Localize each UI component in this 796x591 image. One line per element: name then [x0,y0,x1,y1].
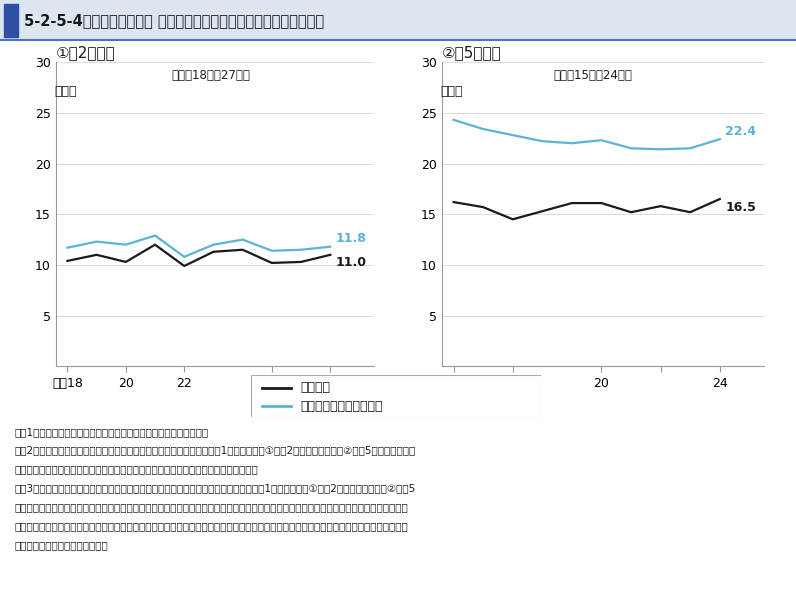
Text: 2　「再入院率」は，各年の少年院出院者の人員に占める，出院年を1年目として，①では2年目（翔年）の，②では5年目の，それぞ: 2 「再入院率」は，各年の少年院出院者の人員に占める，出院年を1年目として，①で… [14,446,416,456]
Text: 年目の，それぞれ年末までに新たな少年院送致の決定により再入院した者又は受刑のため刑事施設に初めて入所した者の人員の比率を: 年目の，それぞれ年末までに新たな少年院送致の決定により再入院した者又は受刑のため… [14,502,408,512]
Text: いう。なお，同一の出院者について，出院後，複数回再入院した場合又は再入院した後に刑事施設への入所がある場合には，その最初: いう。なお，同一の出院者について，出院後，複数回再入院した場合又は再入院した後に… [14,521,408,531]
Text: 11.8: 11.8 [336,232,366,245]
Text: （平成18年～27年）: （平成18年～27年） [171,69,251,82]
Text: 再入院率: 再入院率 [300,381,330,394]
Text: の再入院を計上している。: の再入院を計上している。 [14,540,108,550]
Text: 再入院・刑事施設入所率: 再入院・刑事施設入所率 [300,400,383,413]
Text: 3　「再入院・刑事施設入所率」は，各年の少年院出院者の人員に占める，出院年を1年目として，①では2年目（翔年）の，②では5: 3 「再入院・刑事施設入所率」は，各年の少年院出院者の人員に占める，出院年を1年… [14,483,416,493]
Text: 注　1　矯正統計年報及び法務省大臣官房司法法制部の資料による。: 注 1 矯正統計年報及び法務省大臣官房司法法制部の資料による。 [14,427,209,437]
Text: （％）: （％） [54,85,76,98]
Text: （％）: （％） [440,85,462,98]
Text: 11.0: 11.0 [336,256,367,269]
Text: ①　2年以内: ① 2年以内 [56,45,115,60]
Text: （平成15年～24年）: （平成15年～24年） [553,69,633,82]
Bar [4,4,18,37]
Text: れ年末までに新たな少年院送致の決定により再入院した者の人員の比率をいう。: れ年末までに新たな少年院送致の決定により再入院した者の人員の比率をいう。 [14,465,258,475]
Text: 16.5: 16.5 [725,200,756,213]
Text: 5-2-5-4図　少年院出院者 再入院率と再入院・刑事施設入所率の推移: 5-2-5-4図 少年院出院者 再入院率と再入院・刑事施設入所率の推移 [24,13,324,28]
Text: 22.4: 22.4 [725,125,756,138]
Text: ②　5年以内: ② 5年以内 [442,45,501,60]
